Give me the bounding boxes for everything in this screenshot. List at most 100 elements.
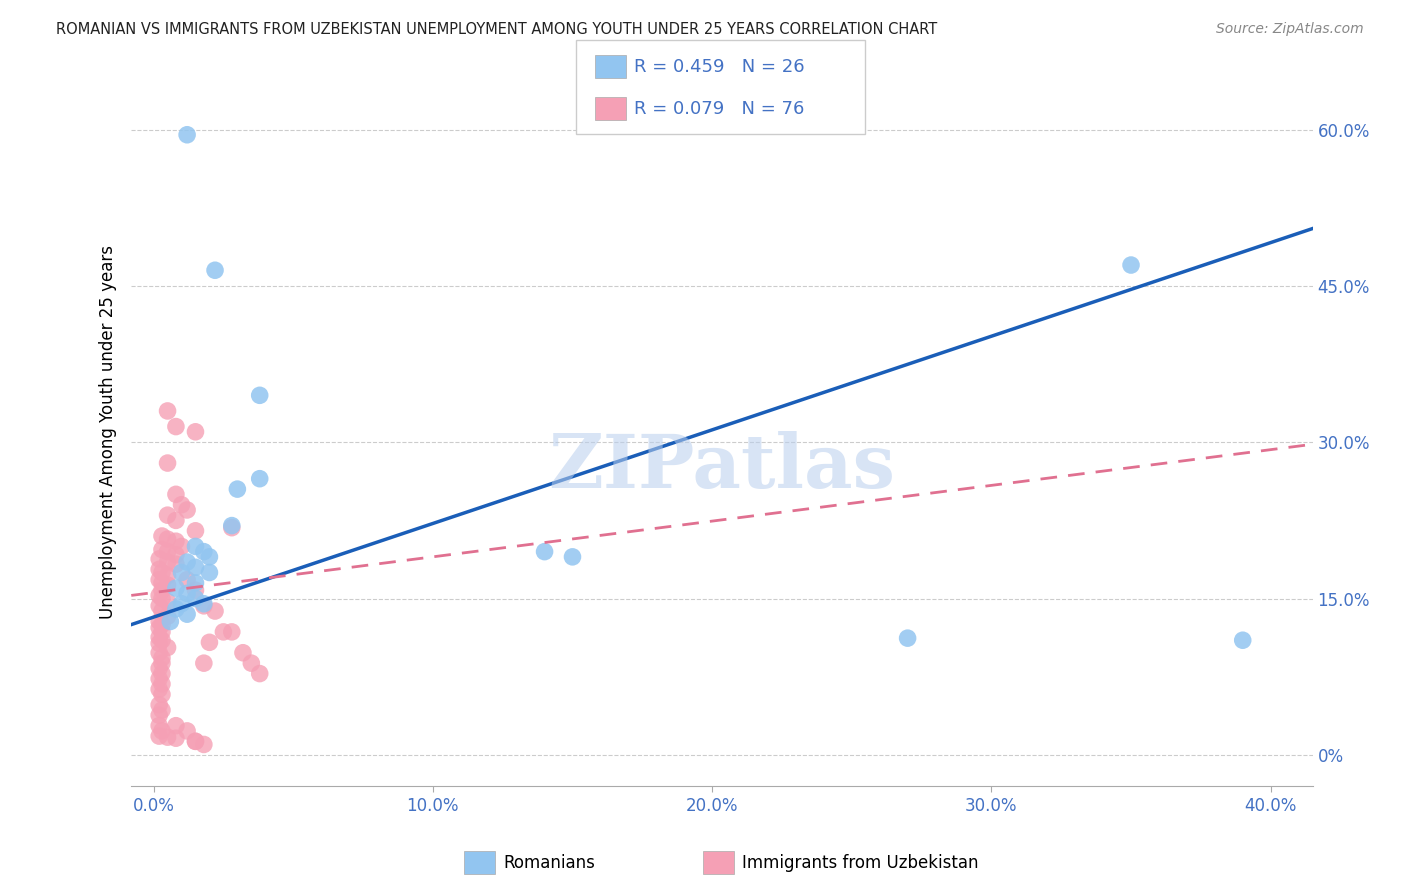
- Point: [148, 630, 170, 644]
- Text: Romanians: Romanians: [503, 854, 595, 871]
- Point: [150, 633, 173, 648]
- Point: [184, 734, 207, 748]
- Point: [150, 703, 173, 717]
- Point: [150, 591, 173, 606]
- Point: [533, 544, 555, 558]
- Point: [165, 513, 187, 527]
- Point: [148, 636, 170, 650]
- Point: [156, 578, 179, 592]
- Point: [156, 508, 179, 523]
- Point: [170, 540, 193, 554]
- Point: [1232, 633, 1254, 648]
- Point: [249, 472, 271, 486]
- Point: [148, 729, 170, 743]
- Point: [156, 609, 179, 624]
- Point: [184, 540, 207, 554]
- Point: [159, 615, 181, 629]
- Point: [176, 586, 198, 600]
- Point: [176, 128, 198, 142]
- Point: [184, 575, 207, 590]
- Point: [165, 602, 187, 616]
- Point: [170, 498, 193, 512]
- Point: [156, 595, 179, 609]
- Point: [165, 487, 187, 501]
- Text: ZIPatlas: ZIPatlas: [548, 431, 896, 504]
- Point: [221, 521, 243, 535]
- Point: [165, 557, 187, 571]
- Point: [156, 544, 179, 558]
- Text: R = 0.459   N = 26: R = 0.459 N = 26: [634, 58, 804, 76]
- Point: [176, 503, 198, 517]
- Point: [226, 482, 249, 496]
- Point: [232, 646, 254, 660]
- Point: [150, 617, 173, 632]
- Y-axis label: Unemployment Among Youth under 25 years: Unemployment Among Youth under 25 years: [100, 244, 117, 619]
- Point: [148, 589, 170, 603]
- Point: [148, 562, 170, 576]
- Point: [150, 604, 173, 618]
- Point: [148, 573, 170, 587]
- Point: [204, 604, 226, 618]
- Point: [150, 542, 173, 557]
- Point: [184, 560, 207, 574]
- Point: [148, 672, 170, 686]
- Point: [198, 635, 221, 649]
- Point: [198, 549, 221, 564]
- Point: [148, 552, 170, 566]
- Point: [204, 263, 226, 277]
- Point: [150, 624, 173, 639]
- Point: [184, 524, 207, 538]
- Point: [148, 621, 170, 635]
- Text: Source: ZipAtlas.com: Source: ZipAtlas.com: [1216, 22, 1364, 37]
- Point: [148, 708, 170, 723]
- Point: [150, 723, 173, 738]
- Point: [193, 656, 215, 670]
- Point: [176, 555, 198, 569]
- Point: [148, 682, 170, 697]
- Point: [150, 566, 173, 580]
- Point: [184, 425, 207, 439]
- Point: [221, 518, 243, 533]
- Point: [165, 731, 187, 746]
- Point: [148, 719, 170, 733]
- Point: [176, 723, 198, 738]
- Point: [150, 529, 173, 543]
- Point: [148, 646, 170, 660]
- Point: [150, 575, 173, 590]
- Point: [184, 583, 207, 598]
- Point: [150, 656, 173, 670]
- Text: R = 0.079   N = 76: R = 0.079 N = 76: [634, 100, 804, 118]
- Point: [150, 583, 173, 598]
- Point: [193, 544, 215, 558]
- Point: [156, 456, 179, 470]
- Point: [148, 599, 170, 613]
- Point: [148, 698, 170, 712]
- Point: [170, 597, 193, 611]
- Point: [176, 573, 198, 587]
- Point: [193, 599, 215, 613]
- Point: [165, 719, 187, 733]
- Point: [897, 631, 920, 645]
- Point: [150, 651, 173, 665]
- Point: [240, 656, 263, 670]
- Point: [156, 532, 179, 546]
- Text: Immigrants from Uzbekistan: Immigrants from Uzbekistan: [742, 854, 979, 871]
- Point: [156, 404, 179, 418]
- Point: [212, 624, 235, 639]
- Point: [150, 666, 173, 681]
- Point: [156, 730, 179, 744]
- Point: [561, 549, 583, 564]
- Point: [193, 738, 215, 752]
- Point: [165, 548, 187, 562]
- Text: ROMANIAN VS IMMIGRANTS FROM UZBEKISTAN UNEMPLOYMENT AMONG YOUTH UNDER 25 YEARS C: ROMANIAN VS IMMIGRANTS FROM UZBEKISTAN U…: [56, 22, 938, 37]
- Point: [165, 581, 187, 595]
- Point: [170, 566, 193, 580]
- Point: [249, 666, 271, 681]
- Point: [184, 591, 207, 606]
- Point: [150, 677, 173, 691]
- Point: [148, 615, 170, 629]
- Point: [156, 555, 179, 569]
- Point: [165, 419, 187, 434]
- Point: [193, 597, 215, 611]
- Point: [150, 688, 173, 702]
